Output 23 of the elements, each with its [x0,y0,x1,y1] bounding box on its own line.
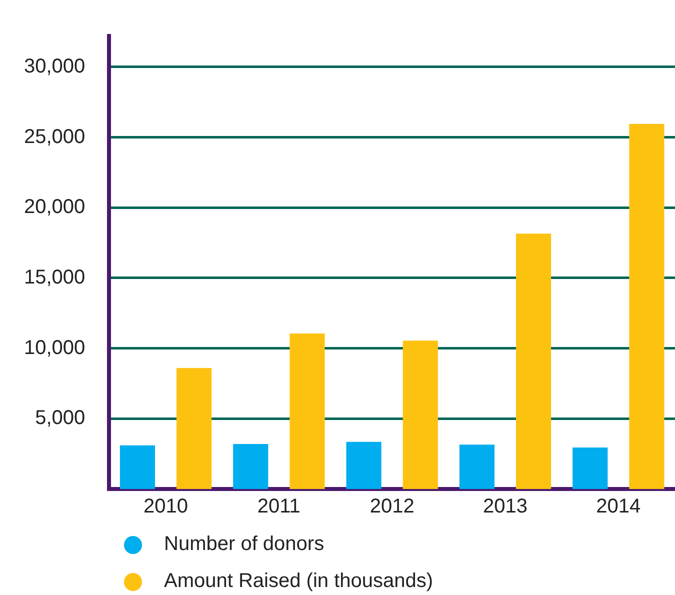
x-tick-label: 2013 [483,496,528,518]
bar [516,234,552,489]
y-tick-label: 10,000 [24,336,86,359]
bar [290,334,325,489]
y-tick-label: 25,000 [24,126,86,148]
bar [459,444,494,489]
y-tick-label: 15,000 [24,266,86,288]
y-tick-label: 30,000 [24,55,86,78]
x-tick-label: 2010 [144,496,188,518]
legend-label: Amount Raised (in thousands) [164,570,434,593]
y-tick-label: 5,000 [35,407,86,430]
bar [233,444,268,489]
bar [346,442,382,489]
legend-label: Number of donors [164,533,324,556]
bar [572,448,608,489]
x-tick-label: 2014 [596,496,641,518]
x-tick-label: 2012 [370,496,414,518]
x-tick-label: 2011 [257,496,300,518]
bar [629,124,664,489]
bar [120,445,156,489]
bar [176,368,212,489]
y-tick-label: 20,000 [24,196,86,218]
bar [402,340,438,489]
